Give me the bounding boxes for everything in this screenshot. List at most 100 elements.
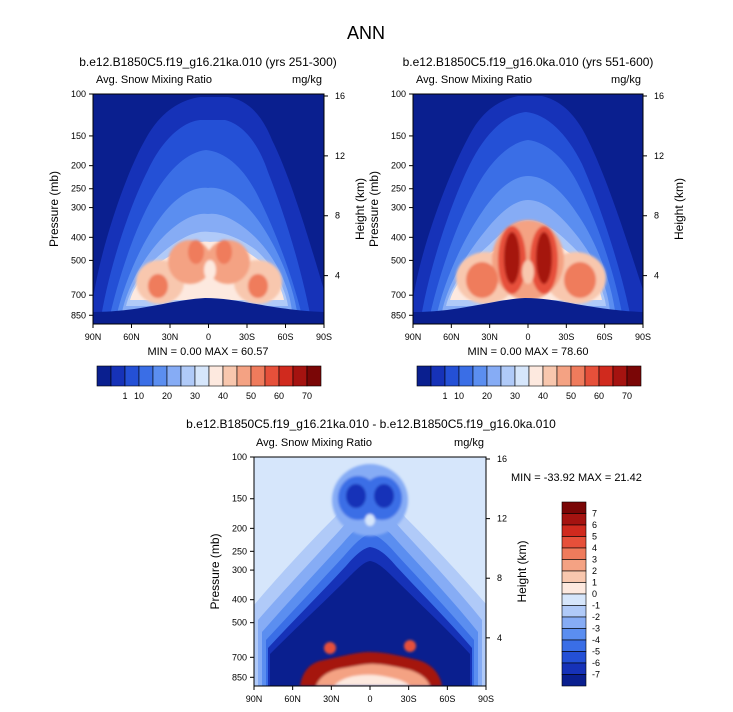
panel-a-colorbar-label: 70 [302, 391, 312, 401]
panel-c-left-label: Avg. Snow Mixing Ratio [256, 437, 372, 449]
panel-b-warm-blobs [456, 220, 606, 304]
panel-a-colorbar-label: 30 [190, 391, 200, 401]
panel-a-ytick-label: 400 [71, 232, 86, 242]
panel-c-lower-band [300, 640, 442, 686]
panel-a-ytick-label: 300 [71, 203, 86, 213]
panel-b-ytick-label: 400 [391, 232, 406, 242]
panel-c: b.e12.B1850C5.f19_g16.21ka.010 - b.e12.B… [186, 417, 642, 704]
panel-b-ytick-label: 300 [391, 203, 406, 213]
panel-a-ytick-label: 100 [71, 89, 86, 99]
panel-a-topography-mask [324, 280, 332, 324]
panel-b-field [413, 94, 643, 324]
panel-a-colorbar-swatch [194, 365, 210, 387]
panel-b-y2tick-label: 16 [654, 91, 664, 101]
panel-c-xtick-label: 60N [284, 694, 301, 704]
panel-c-colorbar-swatch [561, 547, 587, 560]
panel-c-cell-6 [365, 514, 375, 526]
panel-a-surface [93, 298, 324, 324]
panel-b-colorbar-swatch [570, 365, 586, 387]
panel-a-ytick-label: 850 [71, 310, 86, 320]
panel-a-colorbar-swatch [180, 365, 196, 387]
panel-c-colorbar-label: 5 [592, 532, 597, 542]
panel-c-minmax: MIN = -33.92 MAX = 21.42 [511, 472, 642, 484]
panel-c-ylabel-right: Height (km) [515, 540, 529, 602]
panel-a-colorbar-label: 1 [122, 391, 127, 401]
panel-c-colorbar-label: 7 [592, 509, 597, 519]
panel-b-ytick-label: 500 [391, 255, 406, 265]
panel-c-colorbar-label: -1 [592, 601, 600, 611]
panel-c-ytick-label: 500 [232, 618, 247, 628]
panel-b-colorbar-swatch [556, 365, 572, 387]
panel-b-colorbar-swatch [584, 365, 600, 387]
panel-b-colorbar-swatch [430, 365, 446, 387]
panel-b-colorbar-swatch [626, 365, 642, 387]
panel-b-axes: 100 150 200 250 300 400 500 700 850 16 12 8 4 90N 60N 3… [367, 89, 686, 342]
panel-c-ytick-label: 100 [232, 452, 247, 462]
panel-a-colorbar-swatch [278, 365, 294, 387]
panel-b-colorbar-swatch [486, 365, 502, 387]
panel-a-warm-blobs [136, 240, 282, 304]
panel-c-axes: 100 150 200 250 300 400 500 700 850 16 12 8 4 90N 60N 3… [208, 452, 529, 704]
panel-a-colorbar-swatch [152, 365, 168, 387]
panel-c-colorbar-swatch [561, 628, 587, 641]
panel-a-y2tick-label: 8 [335, 211, 340, 221]
panel-c-xtick-label: 90N [246, 694, 263, 704]
panel-c-ytick-label: 400 [232, 595, 247, 605]
panel-b-ylabel-right: Height (km) [672, 178, 686, 240]
panel-b-colorbar-swatch [416, 365, 432, 387]
panel-b-colorbar-swatch [514, 365, 530, 387]
panel-c-colorbar-swatch [561, 605, 587, 618]
panel-b: b.e12.B1850C5.f19_g16.0ka.010 (yrs 551-6… [367, 55, 686, 401]
panel-a-colorbar-swatch [166, 365, 182, 387]
panel-c-band-core [334, 674, 410, 686]
panel-a-colorbar-label: 40 [218, 391, 228, 401]
panel-b-xtick-label: 30S [558, 332, 574, 342]
panel-b-blob-4 [466, 262, 498, 298]
panel-a-colorbar: 1 10 20 30 40 50 60 70 [96, 365, 322, 401]
panel-b-blob-8 [504, 232, 520, 284]
panel-c-xtick-label: 90S [478, 694, 494, 704]
panel-a-y2tick-label: 16 [335, 91, 345, 101]
panel-b-ytick-label: 700 [391, 290, 406, 300]
panel-a-ytick-label: 150 [71, 131, 86, 141]
panel-b-colorbar-swatch [528, 365, 544, 387]
panel-c-colorbar-swatch [561, 513, 587, 526]
panel-c-xtick-label: 0 [367, 694, 372, 704]
panel-c-y2tick-label: 8 [497, 573, 502, 583]
panel-a-xtick-label: 90N [85, 332, 102, 342]
panel-c-right-label: mg/kg [454, 437, 484, 449]
panel-c-colorbar-label: 2 [592, 566, 597, 576]
panel-b-colorbar-label: 60 [594, 391, 604, 401]
panel-a-blob-7 [188, 240, 204, 264]
panel-c-colorbar-swatch [561, 651, 587, 664]
panel-a-colorbar-swatch [306, 365, 322, 387]
panel-b-blob-9 [536, 232, 552, 284]
panel-c-spot-1 [324, 642, 336, 654]
panel-c-colorbar-swatch [561, 593, 587, 606]
figure-title: ANN [347, 23, 385, 43]
panel-a-xtick-label: 0 [206, 332, 211, 342]
panel-b-xtick-label: 90N [405, 332, 422, 342]
panel-c-xtick-label: 30N [323, 694, 340, 704]
panel-a: b.e12.B1850C5.f19_g16.21ka.010 (yrs 251-… [47, 55, 367, 401]
panel-b-xtick-label: 60S [597, 332, 613, 342]
panel-a-colorbar-swatch [222, 365, 238, 387]
panel-a-blob-5 [148, 274, 168, 298]
panel-a-left-label: Avg. Snow Mixing Ratio [96, 74, 212, 86]
panel-b-ytick-label: 150 [391, 131, 406, 141]
panel-a-y2tick-label: 4 [335, 271, 340, 281]
panel-c-colorbar-swatch [561, 570, 587, 583]
panel-c-ytick-label: 700 [232, 652, 247, 662]
panel-a-field [93, 94, 332, 324]
panel-a-colorbar-swatch [124, 365, 140, 387]
panel-b-ytick-label: 250 [391, 184, 406, 194]
panel-b-colorbar-label: 40 [538, 391, 548, 401]
panel-c-xtick-label: 60S [439, 694, 455, 704]
panel-a-colorbar-swatch [208, 365, 224, 387]
panel-c-colorbar-label: 6 [592, 520, 597, 530]
panel-a-colorbar-swatch [138, 365, 154, 387]
panel-c-colorbar-swatch [561, 662, 587, 675]
panel-a-ytick-label: 700 [71, 290, 86, 300]
panel-c-field [254, 457, 486, 686]
